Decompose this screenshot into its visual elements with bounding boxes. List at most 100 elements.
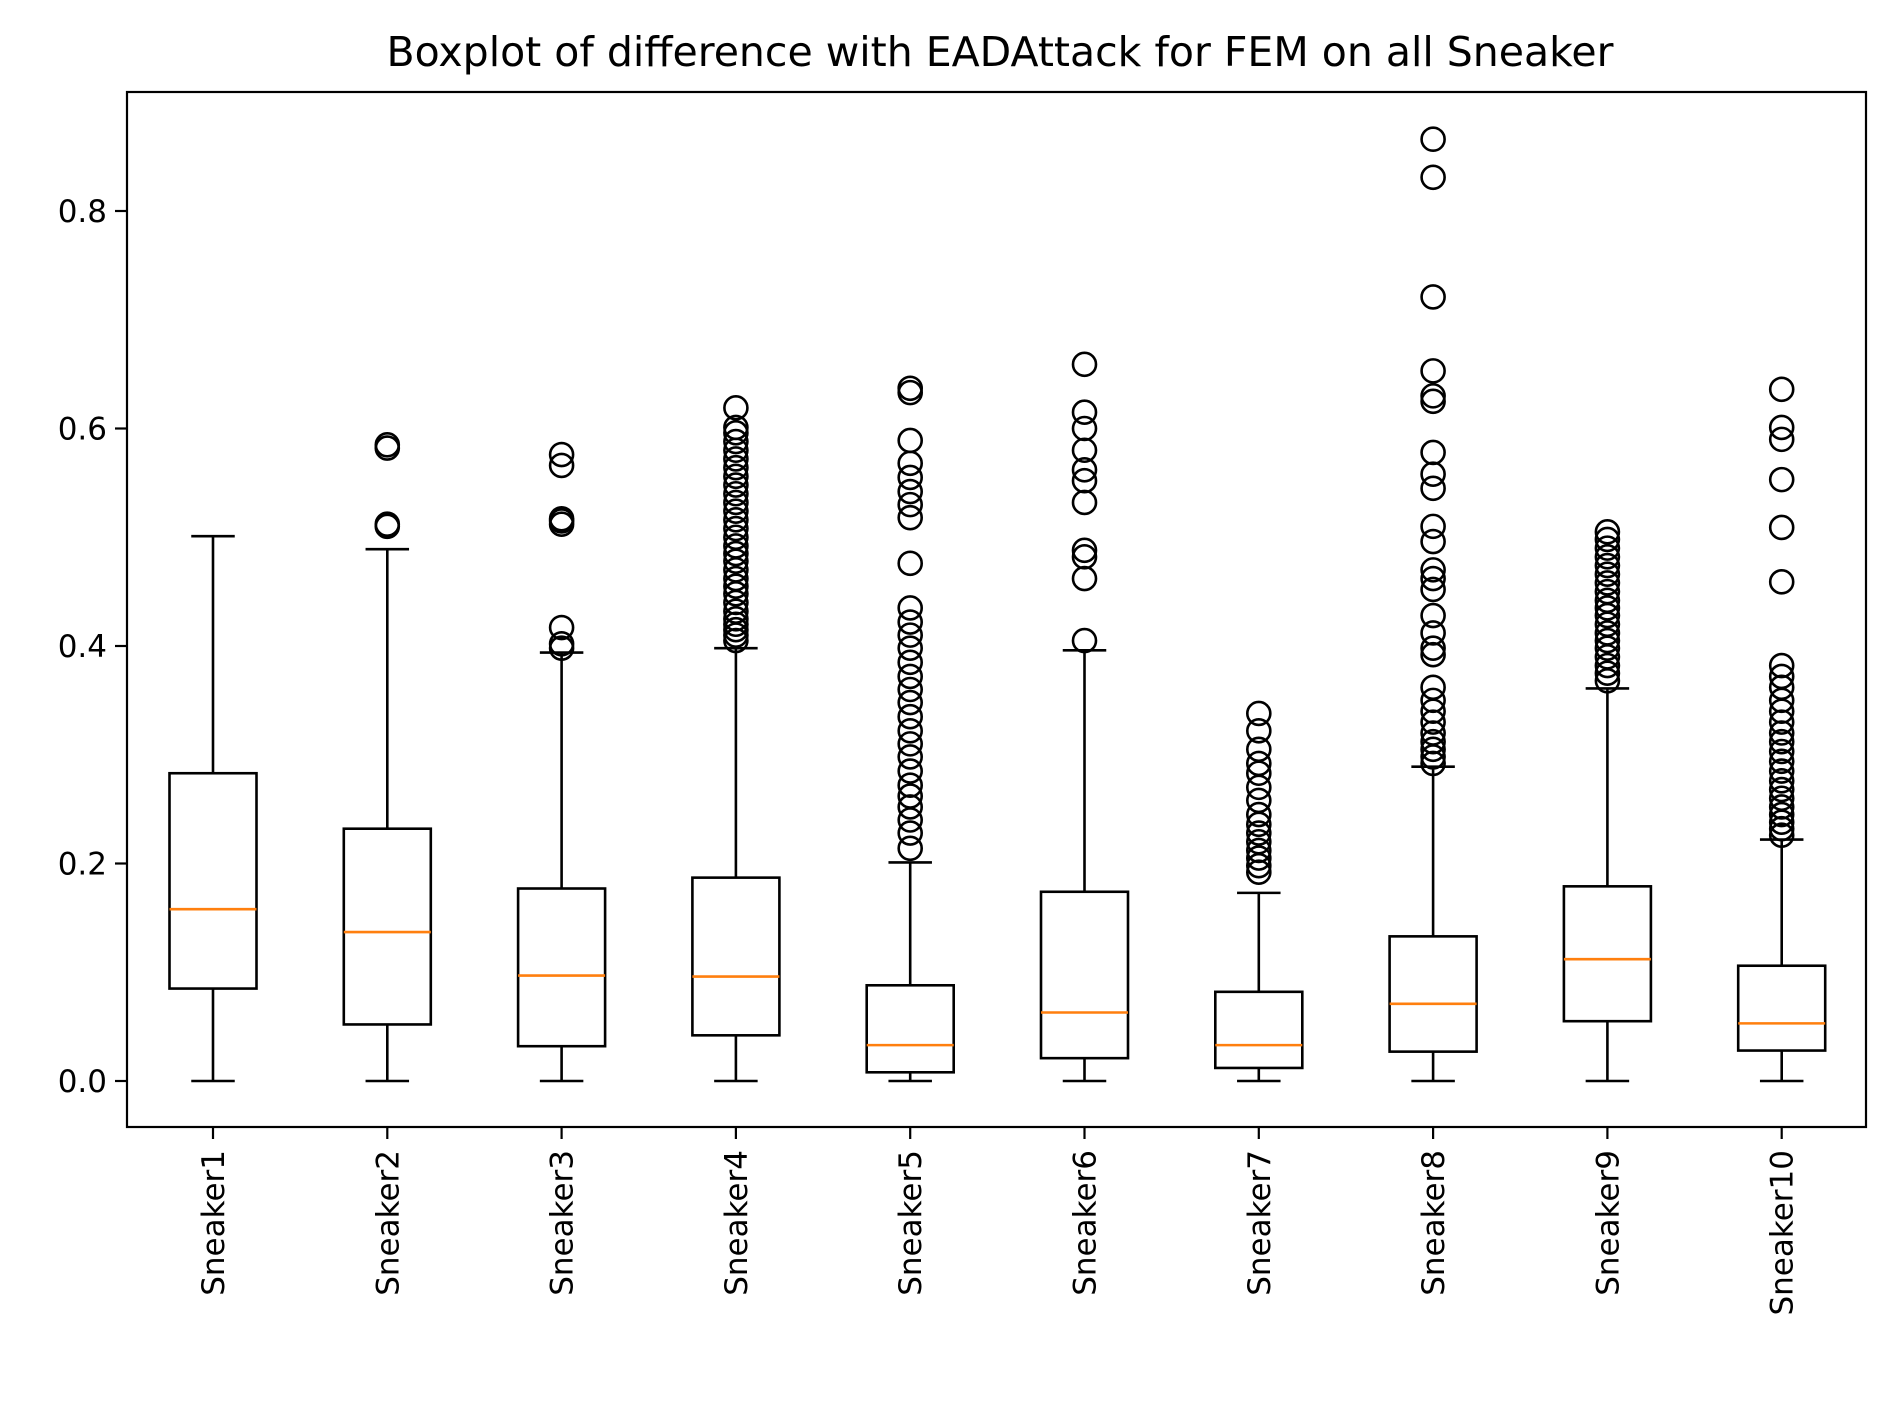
y-tick-label: 0.4 [58, 629, 107, 665]
x-tick-label: Sneaker9 [1590, 1150, 1626, 1296]
chart-title: Boxplot of difference with EADAttack for… [386, 28, 1613, 76]
outlier-point [1420, 565, 1446, 592]
outlier-point [897, 772, 924, 799]
iqr-box [342, 827, 433, 1026]
outlier-point [1420, 126, 1446, 153]
outlier-point [723, 507, 749, 533]
x-tick-label: Sneaker2 [370, 1150, 406, 1296]
x-tick-label: Sneaker10 [1765, 1150, 1801, 1316]
outlier-point [1768, 514, 1795, 541]
outlier-point [897, 783, 924, 809]
outlier-point [723, 463, 749, 490]
outlier-point [723, 414, 749, 441]
outlier-point [1768, 652, 1795, 679]
iqr-box [168, 771, 258, 990]
outlier-point [897, 450, 924, 477]
outlier-point [723, 598, 749, 625]
outlier-point [897, 703, 924, 730]
outlier-point [1246, 837, 1272, 864]
x-tick-label: Sneaker6 [1068, 1150, 1104, 1296]
outlier-point [1594, 587, 1621, 614]
outlier-point [1071, 457, 1098, 483]
outlier-point [897, 609, 924, 635]
outlier-point [1420, 284, 1446, 310]
outlier-point [1420, 576, 1446, 603]
box-sneaker4 [691, 395, 781, 1083]
outlier-point [897, 427, 924, 454]
y-tick-label: 0.0 [58, 1064, 107, 1100]
iqr-box [1039, 890, 1130, 1060]
outlier-point [1768, 738, 1795, 765]
outlier-point [1420, 513, 1446, 540]
outlier-point [1071, 544, 1098, 570]
outlier-point [897, 595, 924, 621]
outlier-point [1594, 526, 1621, 553]
outlier-point [1071, 489, 1098, 516]
outlier-point [1246, 718, 1272, 744]
outlier-point [1420, 439, 1446, 466]
iqr-box [516, 887, 607, 1048]
outlier-point [1594, 620, 1621, 646]
outlier-point [897, 649, 924, 676]
x-tick-label: Sneaker3 [545, 1150, 581, 1296]
outlier-point [1768, 776, 1795, 803]
outlier-point [1768, 569, 1795, 595]
outlier-point [897, 375, 924, 402]
y-tick-label: 0.6 [58, 412, 107, 448]
outlier-point [1420, 736, 1446, 763]
outlier-point [1768, 748, 1795, 775]
outlier-point [1420, 620, 1446, 646]
outlier-point [1594, 652, 1621, 679]
outlier-point [897, 635, 924, 661]
outlier-point [1420, 674, 1446, 701]
outlier-point [723, 533, 749, 559]
outlier-point [1594, 595, 1621, 621]
outlier-point [374, 511, 401, 538]
outlier-point [1768, 426, 1795, 453]
outlier-point [897, 464, 924, 491]
outlier-point [1420, 358, 1446, 384]
outlier-point [1594, 660, 1621, 686]
outlier-point [897, 731, 924, 757]
outlier-point [897, 478, 924, 505]
outlier-point [548, 631, 575, 657]
iqr-box [691, 876, 781, 1037]
box-sneaker5 [865, 375, 956, 1083]
x-tick-label: Sneaker8 [1416, 1150, 1452, 1296]
outlier-point [1071, 565, 1098, 592]
outlier-point [897, 622, 924, 648]
box-sneaker6 [1039, 351, 1130, 1083]
outlier-point [1594, 519, 1621, 545]
outlier-point [723, 540, 749, 567]
outlier-point [723, 573, 749, 599]
box-sneaker9 [1562, 519, 1653, 1083]
iqr-box [1388, 935, 1478, 1053]
outlier-point [1420, 164, 1446, 191]
outlier-point [723, 565, 749, 592]
outlier-point [1071, 351, 1098, 378]
outlier-point [1246, 774, 1272, 801]
outlier-point [1768, 801, 1795, 828]
box-sneaker2 [342, 432, 433, 1083]
outlier-point [897, 663, 924, 690]
outlier-point [723, 428, 749, 455]
outlier-point [723, 480, 749, 507]
outlier-point [897, 718, 924, 744]
outlier-point [897, 504, 924, 531]
outlier-point [1246, 801, 1272, 828]
outlier-point [1420, 528, 1446, 555]
outlier-point [1768, 768, 1795, 794]
outlier-point [1594, 627, 1621, 654]
outlier-point [548, 505, 575, 532]
y-axis: 0.0 0.2 0.4 0.6 0.8 [58, 194, 127, 1100]
x-tick-label: Sneaker1 [196, 1150, 232, 1296]
iqr-box [1736, 964, 1827, 1052]
outlier-point [897, 807, 924, 833]
outlier-point [1071, 415, 1098, 442]
outlier-point [723, 515, 749, 542]
outlier-point [1768, 785, 1795, 812]
outlier-point [897, 550, 924, 577]
outlier-point [548, 614, 575, 641]
outlier-point [1768, 376, 1795, 403]
iqr-box [1214, 990, 1304, 1070]
